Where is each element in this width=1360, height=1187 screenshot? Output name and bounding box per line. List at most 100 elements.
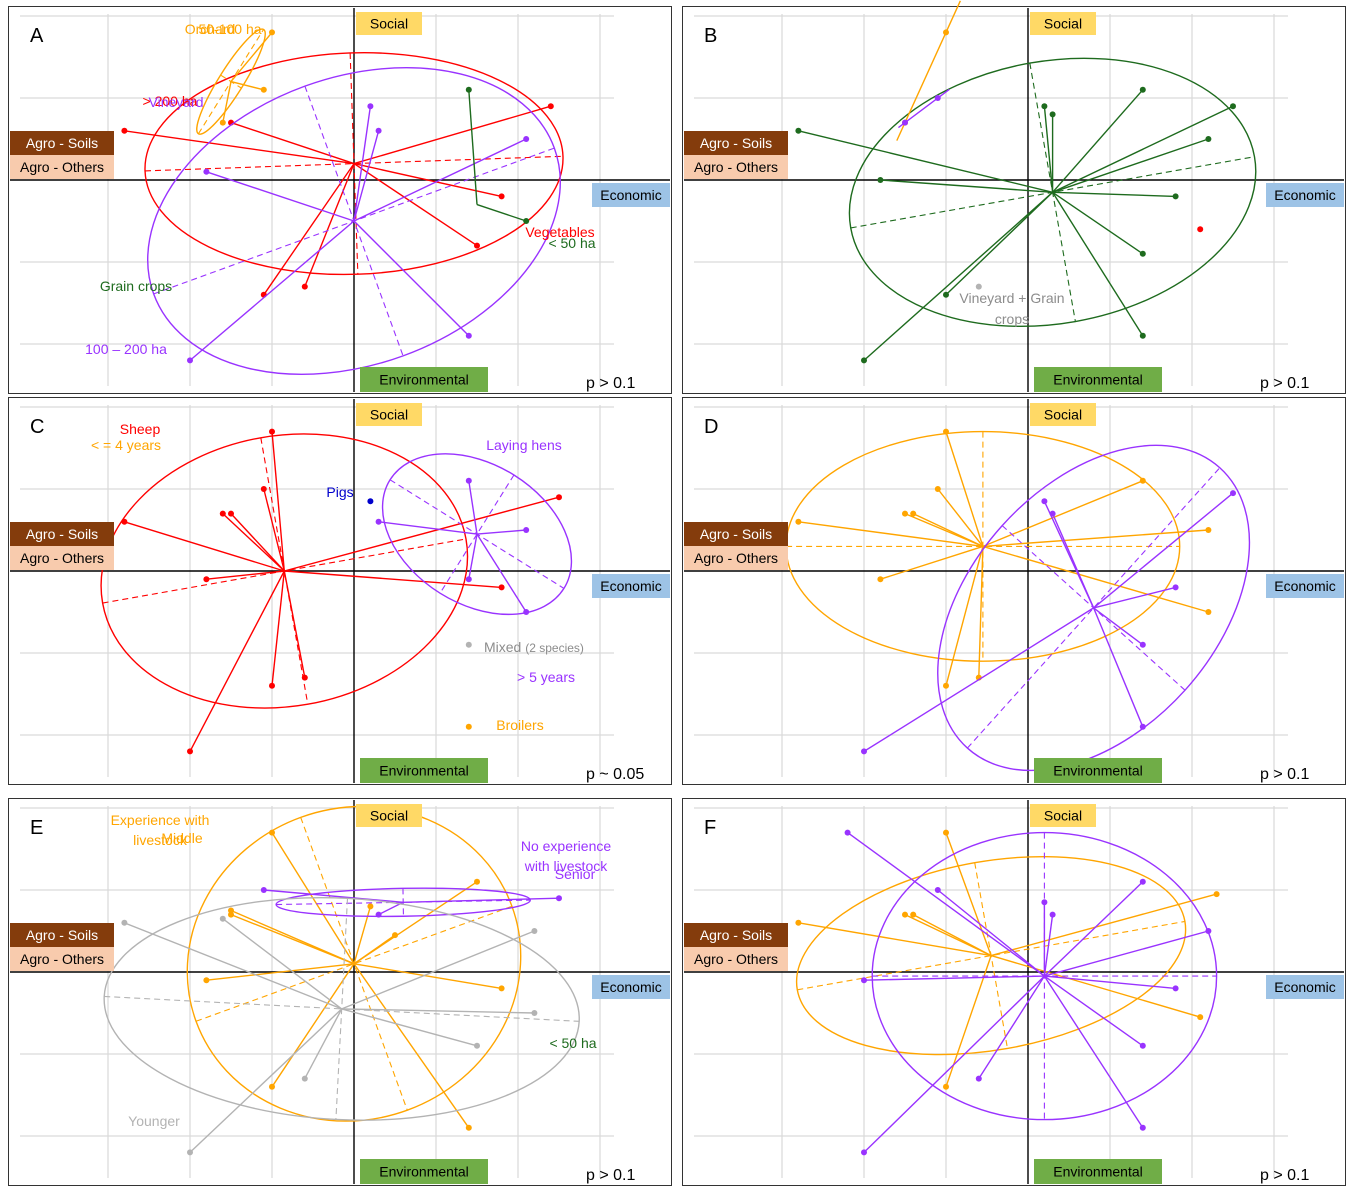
series-label: Pigs	[326, 484, 353, 500]
data-point	[465, 86, 472, 93]
economic-axis-box: Economic	[592, 975, 670, 999]
data-point	[861, 1149, 867, 1156]
data-point	[861, 977, 867, 984]
agro-others-axis-box: Agro - Others	[10, 155, 114, 179]
data-point	[1213, 891, 1220, 898]
extra-label: < 50 ha	[549, 1035, 596, 1051]
agro-soils-axis-box-label: Agro - Soils	[26, 526, 98, 542]
chart-svg-F: F Experience with livestock No experience wi…	[111, 798, 1346, 1186]
data-point	[187, 1149, 193, 1156]
series-50-100-ha	[196, 28, 275, 135]
data-point	[861, 357, 867, 364]
ellipse-major-axis	[195, 905, 513, 1022]
panel-C: C Sheep Laying hens Pigs Mixed (2 species) Br…	[8, 397, 672, 785]
data-point	[1139, 332, 1146, 339]
data-point	[465, 477, 472, 484]
environmental-axis-box-label: Environmental	[379, 1164, 469, 1180]
spoke-line	[341, 1008, 535, 1014]
data-point	[1041, 899, 1048, 906]
panel-letter: E	[30, 817, 43, 839]
spoke-line	[1052, 191, 1144, 337]
spoke-line	[476, 529, 527, 535]
agro-soils-axis-box: Agro - Soils	[10, 923, 114, 947]
spoke-line	[189, 570, 285, 752]
data-point	[1041, 103, 1048, 110]
spoke-line	[1043, 881, 1144, 977]
p-value-label: p > 0.1	[1260, 1167, 1309, 1184]
spoke-line	[353, 106, 372, 222]
environmental-axis-box: Environmental	[1034, 1159, 1162, 1184]
spoke-line	[1044, 975, 1176, 990]
ellipse-minor-axis	[439, 474, 515, 594]
data-point	[465, 332, 472, 339]
data-point	[375, 518, 382, 525]
data-point	[523, 527, 530, 533]
data-point	[228, 907, 234, 914]
economic-axis-box: Economic	[1266, 574, 1344, 598]
data-point	[121, 919, 128, 926]
confidence-ellipse	[100, 433, 469, 709]
series-label: Middle	[161, 830, 202, 846]
data-point	[1205, 136, 1212, 142]
data-point	[1197, 226, 1204, 233]
spoke-line	[1052, 191, 1176, 198]
spoke-line	[880, 545, 984, 580]
spoke-line	[863, 607, 1094, 752]
data-point	[301, 283, 308, 290]
spoke-line	[476, 533, 527, 613]
spoke-line	[945, 191, 1054, 296]
p-value-label: p > 0.1	[586, 375, 635, 392]
agro-soils-axis-box-label: Agro - Soils	[700, 526, 772, 542]
social-axis-box-label: Social	[1044, 407, 1082, 423]
data-point	[902, 911, 908, 918]
spoke-line	[124, 521, 285, 572]
data-point	[367, 103, 374, 110]
spoke-line	[1043, 975, 1144, 1129]
data-point	[260, 887, 267, 893]
data-point	[1139, 1124, 1146, 1131]
spoke-line	[284, 570, 502, 589]
data-point	[367, 903, 374, 910]
spoke-line	[206, 963, 355, 981]
panel-frame	[682, 6, 1346, 394]
data-point	[943, 829, 949, 836]
data-point	[1230, 103, 1236, 110]
series--5-years	[861, 444, 1251, 772]
spoke-line	[978, 975, 1045, 1079]
economic-axis-box: Economic	[592, 574, 670, 598]
data-point	[465, 576, 472, 583]
agro-soils-axis-box: Agro - Soils	[684, 131, 788, 155]
agro-soils-axis-box-label: Agro - Soils	[26, 135, 98, 151]
spoke-line	[978, 546, 984, 678]
data-point	[498, 985, 505, 992]
spoke-line	[206, 570, 285, 580]
economic-axis-box-label: Economic	[1274, 187, 1335, 203]
economic-axis-box-label: Economic	[1274, 578, 1335, 594]
social-axis-box: Social	[1030, 12, 1096, 35]
data-point	[219, 119, 226, 126]
spoke-line	[353, 105, 551, 165]
data-point	[203, 977, 210, 984]
data-point	[219, 510, 226, 517]
spoke-line	[353, 130, 380, 222]
p-value-label: p > 0.1	[1260, 375, 1309, 392]
data-point	[975, 1075, 982, 1082]
data-point	[1205, 928, 1212, 934]
spoke-line	[222, 513, 285, 572]
series--200-ha	[121, 52, 564, 298]
data-point	[375, 911, 382, 918]
series-younger	[103, 896, 580, 1156]
data-point	[556, 895, 562, 902]
spoke-line	[283, 570, 306, 678]
spoke-line	[945, 431, 984, 547]
series-label: No experience with livestock	[521, 838, 611, 874]
series-label: 50-100 ha	[198, 21, 261, 37]
data-point	[943, 29, 949, 36]
social-axis-box-label: Social	[370, 407, 408, 423]
series-label: > 5 years	[517, 669, 575, 685]
series-no-experience-with-livestock	[844, 829, 1218, 1156]
spoke-line	[263, 889, 404, 903]
data-point	[1139, 477, 1146, 484]
series-label: Mixed (2 species)	[484, 639, 584, 655]
data-point	[219, 915, 226, 922]
